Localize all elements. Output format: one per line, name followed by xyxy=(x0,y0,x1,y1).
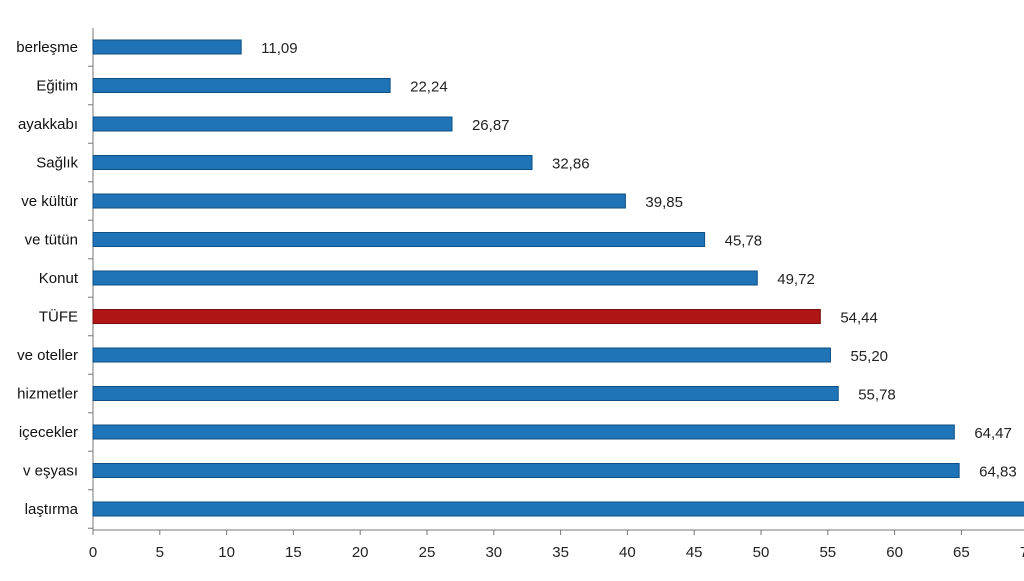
x-tick-label: 45 xyxy=(686,544,703,561)
value-label: 64,83 xyxy=(979,464,1017,481)
category-label: Sağlık xyxy=(36,155,78,172)
value-label: 32,86 xyxy=(552,156,590,173)
x-tick-label: 55 xyxy=(819,544,836,561)
value-label: 49,72 xyxy=(777,271,815,288)
bar xyxy=(92,347,831,363)
x-tick-label: 25 xyxy=(419,544,436,561)
category-label: Eğitim xyxy=(36,78,78,95)
value-label: 39,85 xyxy=(645,194,683,211)
x-tick-label: 0 xyxy=(89,544,97,561)
x-tick-label: 30 xyxy=(485,544,502,561)
x-tick-label: 60 xyxy=(886,544,903,561)
bar xyxy=(92,116,453,132)
category-label: ve tütün xyxy=(25,232,78,249)
category-label: ayakkabı xyxy=(18,116,78,133)
bar xyxy=(92,386,839,401)
bar xyxy=(92,270,758,286)
x-tick-label: 50 xyxy=(753,544,770,561)
bar xyxy=(92,39,242,55)
category-label: hizmetler xyxy=(17,386,78,403)
bar xyxy=(92,463,960,478)
value-label: 45,78 xyxy=(725,233,763,250)
x-tick-label: 10 xyxy=(218,544,235,561)
x-tick-label: 20 xyxy=(352,544,369,561)
bar xyxy=(92,424,955,440)
category-label: berleşme xyxy=(16,39,78,56)
x-tick-label: 5 xyxy=(156,544,164,561)
x-tick-label: 70 xyxy=(1020,544,1024,561)
x-tick-label: 65 xyxy=(953,544,970,561)
category-label: TÜFE xyxy=(39,308,78,326)
value-label: 54,44 xyxy=(840,310,878,327)
x-tick-label: 35 xyxy=(552,544,569,561)
x-tick-label: 40 xyxy=(619,544,636,561)
bar xyxy=(92,155,533,170)
value-label: 55,20 xyxy=(850,348,888,365)
value-label: 11,09 xyxy=(261,40,297,57)
value-label: 22,24 xyxy=(410,79,448,96)
bar xyxy=(92,501,1024,517)
x-tick-label: 15 xyxy=(285,544,302,561)
bar xyxy=(92,232,706,247)
value-label: 26,87 xyxy=(472,117,510,134)
category-label: içecekler xyxy=(19,424,78,441)
bar xyxy=(92,193,626,209)
value-label: 55,78 xyxy=(858,387,896,404)
bar xyxy=(92,309,821,324)
value-label: 64,47 xyxy=(974,425,1012,442)
category-label: v eşyası xyxy=(23,463,78,480)
bar xyxy=(92,78,391,93)
category-label: Konut xyxy=(39,270,79,287)
category-label: ve oteller xyxy=(17,347,78,364)
category-label: laştırma xyxy=(25,501,79,518)
category-label: ve kültür xyxy=(21,193,78,210)
